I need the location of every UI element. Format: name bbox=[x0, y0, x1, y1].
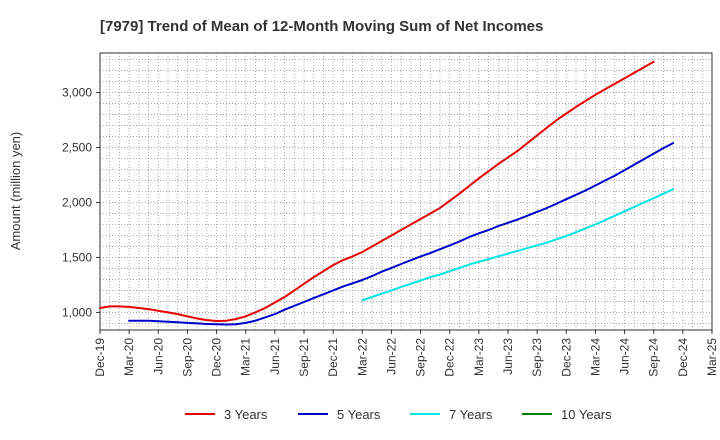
plot-frame bbox=[99, 52, 713, 331]
y-tick-label: 3,000 bbox=[62, 86, 92, 100]
x-tick-label: Jun-21 bbox=[268, 338, 282, 375]
y-tick-label: 1,500 bbox=[62, 250, 92, 264]
series-line-7-years bbox=[361, 188, 675, 302]
series-line-3-years bbox=[99, 60, 655, 322]
y-tick-label: 2,000 bbox=[62, 195, 92, 209]
legend-label-5-years: 5 Years bbox=[337, 407, 381, 422]
x-tick-label: Mar-23 bbox=[472, 338, 486, 376]
chart-title: [7979] Trend of Mean of 12-Month Moving … bbox=[100, 18, 543, 35]
x-tick-label: Jun-22 bbox=[384, 338, 398, 375]
x-tick-label: Sep-22 bbox=[414, 338, 428, 377]
x-axis-ticks: Dec-19 Mar-20 Jun-20 Sep-20 Dec-20 Mar-21 Jun-… bbox=[93, 330, 719, 377]
x-tick-label: Dec-23 bbox=[559, 338, 573, 377]
series-line-5-years bbox=[128, 142, 675, 326]
x-tick-label: Dec-20 bbox=[210, 338, 224, 377]
x-tick-label: Mar-22 bbox=[355, 338, 369, 376]
x-tick-label: Sep-20 bbox=[180, 338, 194, 377]
x-tick-label: Jun-24 bbox=[618, 338, 632, 375]
legend-label-10-years: 10 Years bbox=[561, 407, 612, 422]
x-tick-label: Sep-23 bbox=[530, 338, 544, 377]
series-lines bbox=[99, 60, 675, 326]
y-axis-label: Amount (million yen) bbox=[8, 132, 23, 251]
y-axis-ticks: 1,000 1,500 2,000 2,500 3,000 bbox=[62, 86, 100, 319]
y-tick-label: 2,500 bbox=[62, 141, 92, 155]
x-tick-label: Mar-21 bbox=[239, 338, 253, 376]
legend-label-7-years: 7 Years bbox=[449, 407, 493, 422]
x-tick-label: Sep-21 bbox=[297, 338, 311, 377]
x-tick-label: Dec-22 bbox=[443, 338, 457, 377]
x-tick-label: Dec-24 bbox=[676, 338, 690, 377]
plot-area: 1,000 1,500 2,000 2,500 3,000 Dec-19 Mar-20 Ju… bbox=[62, 52, 719, 377]
y-tick-label: 1,000 bbox=[62, 305, 92, 319]
x-tick-label: Jun-20 bbox=[151, 338, 165, 375]
x-tick-label: Sep-24 bbox=[647, 338, 661, 377]
x-tick-label: Mar-24 bbox=[588, 338, 602, 376]
x-tick-label: Dec-19 bbox=[93, 338, 107, 377]
x-tick-label: Mar-20 bbox=[122, 338, 136, 376]
x-tick-label: Jun-23 bbox=[501, 338, 515, 375]
legend: 3 Years 5 Years 7 Years 10 Years bbox=[185, 407, 612, 422]
x-tick-label: Mar-25 bbox=[705, 338, 719, 376]
legend-label-3-years: 3 Years bbox=[224, 407, 268, 422]
x-tick-label: Dec-21 bbox=[326, 338, 340, 377]
grid-lines bbox=[100, 53, 712, 330]
